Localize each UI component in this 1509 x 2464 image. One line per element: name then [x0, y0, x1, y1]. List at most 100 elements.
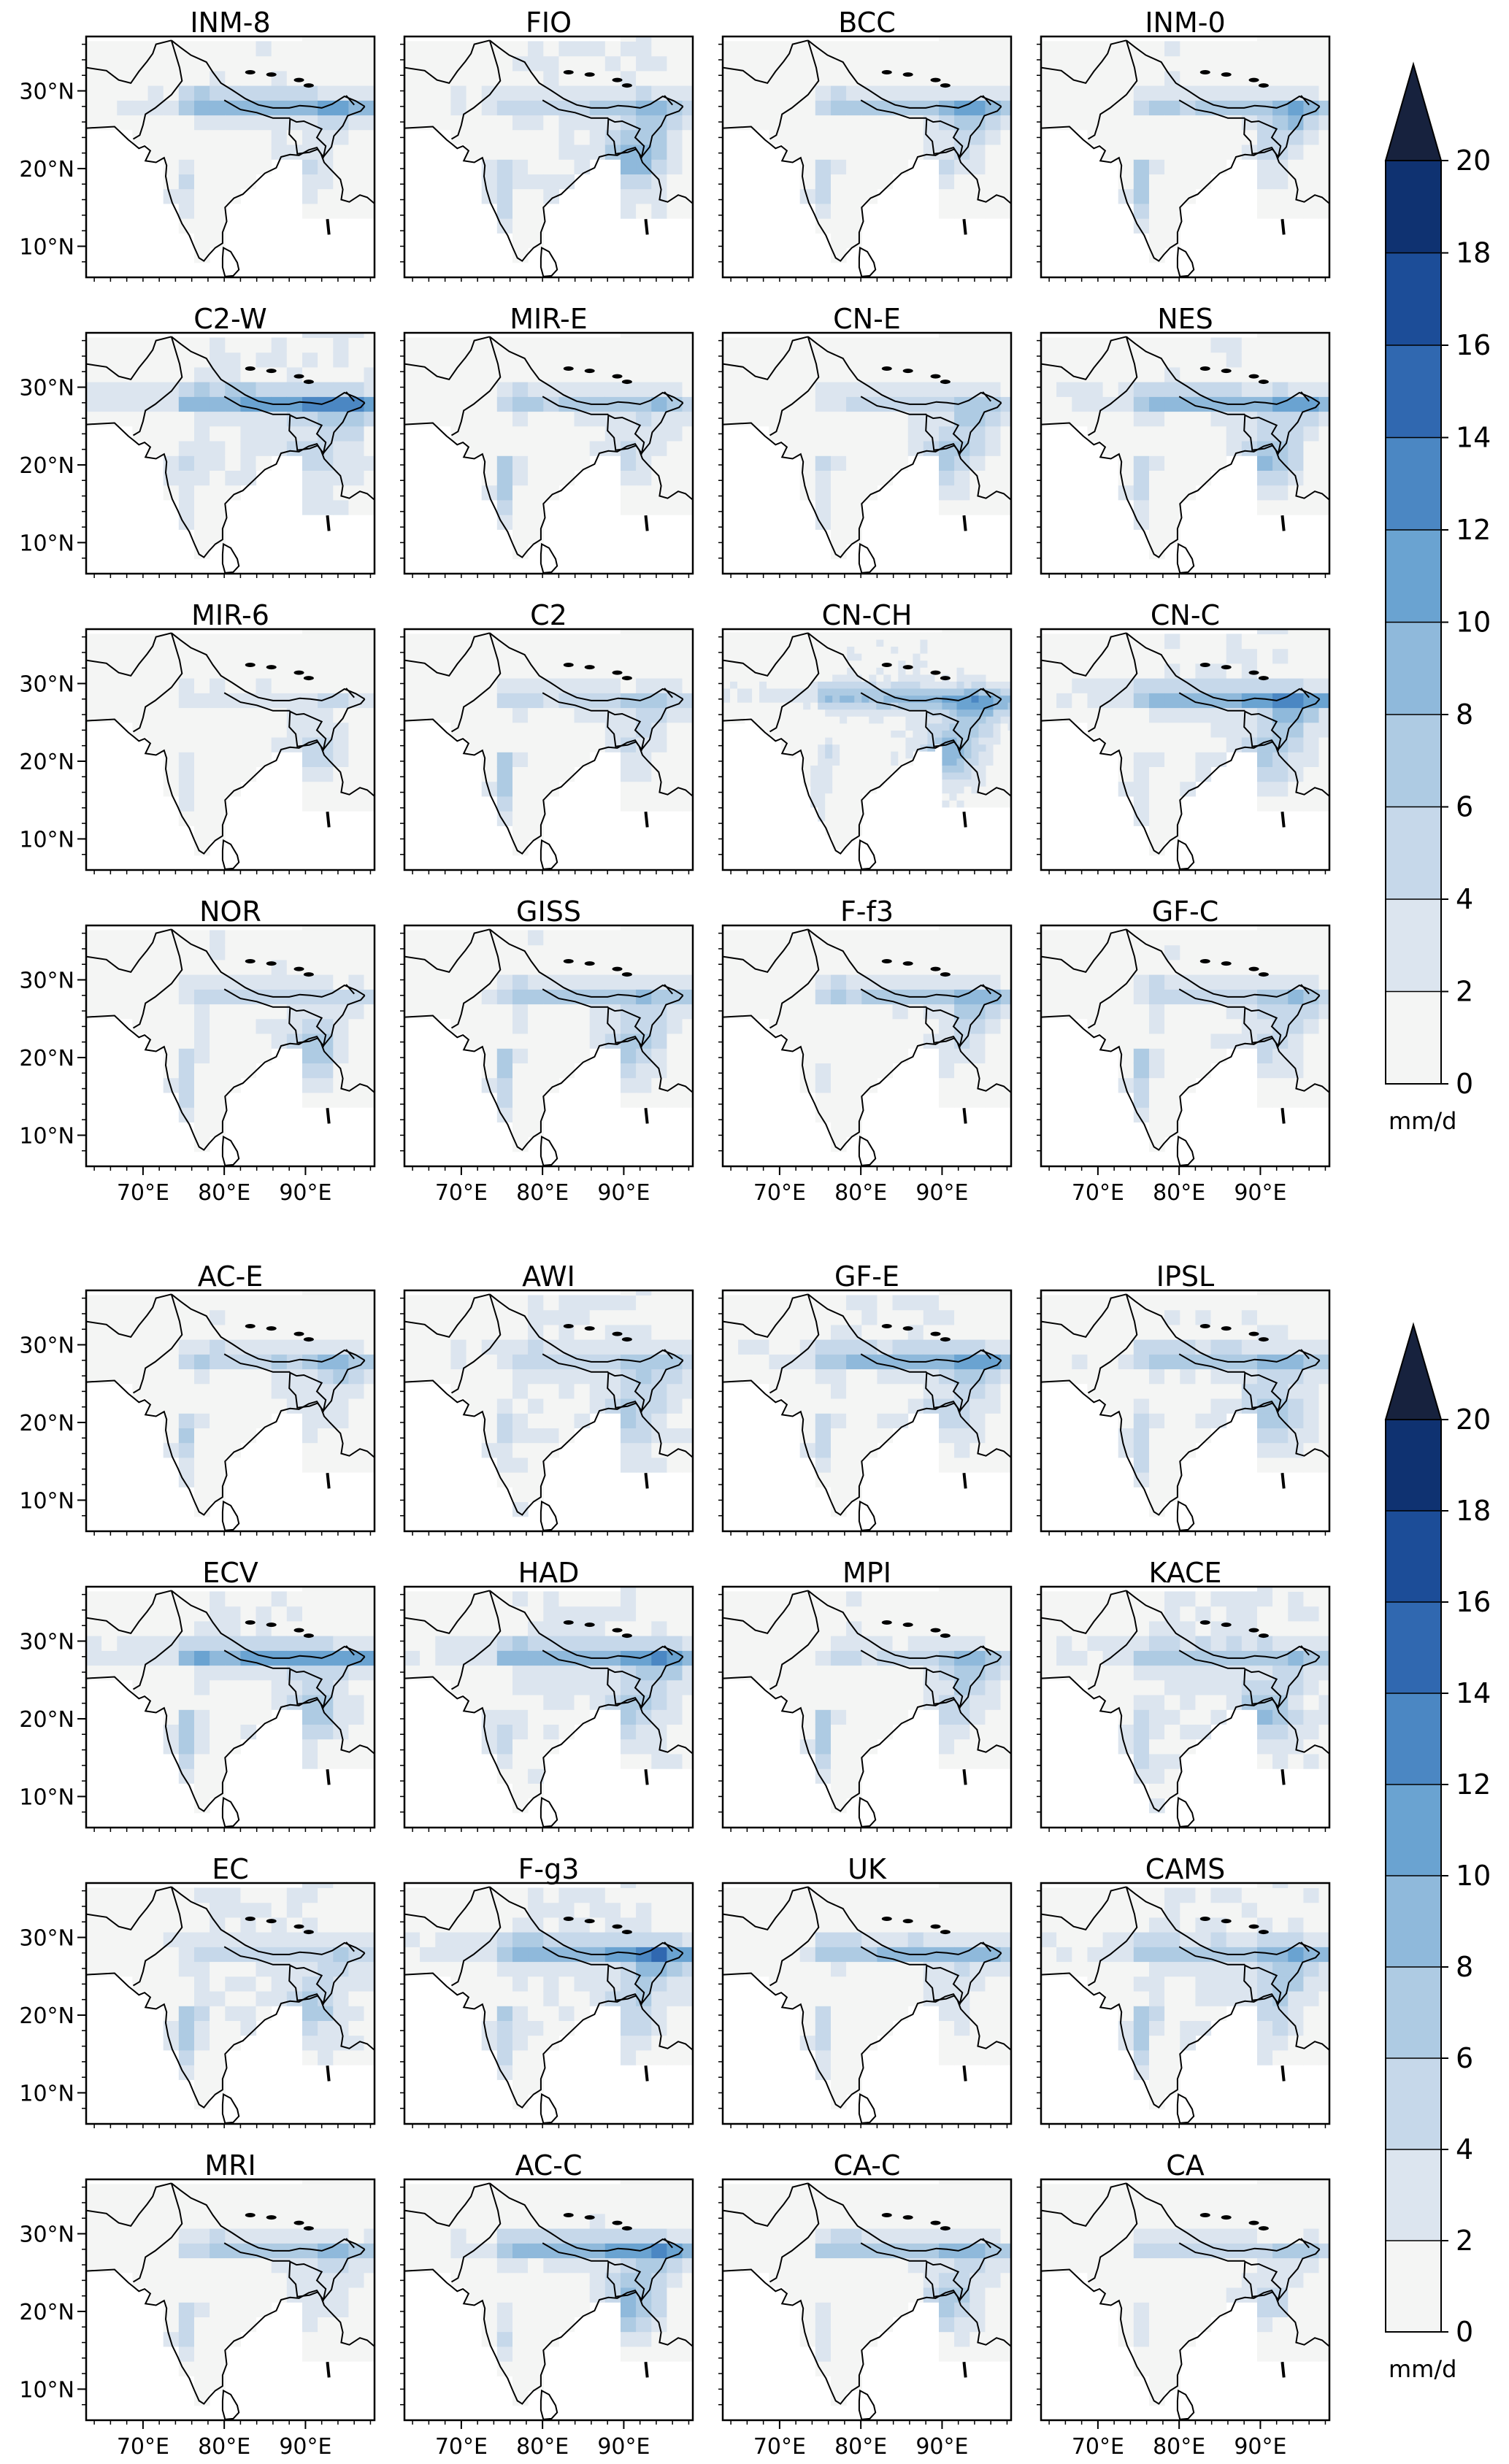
grid-cell	[1303, 930, 1320, 946]
grid-cell	[891, 688, 899, 696]
grid-cell	[788, 744, 796, 752]
grid-cell	[1164, 722, 1180, 738]
grid-cell	[225, 1383, 241, 1399]
grid-cell	[194, 1092, 210, 1108]
grid-cell	[240, 366, 257, 382]
grid-cell	[194, 766, 210, 782]
grid-cell	[364, 352, 375, 368]
grid-cell	[923, 944, 940, 960]
grid-cell	[861, 639, 869, 647]
grid-cell	[210, 1077, 226, 1093]
grid-cell	[934, 674, 942, 682]
grid-cell	[636, 203, 652, 219]
grid-cell	[831, 366, 847, 382]
grid-cell	[240, 1428, 257, 1444]
grid-cell	[1149, 337, 1165, 353]
grid-cell	[846, 1048, 862, 1063]
grid-cell	[1210, 382, 1227, 397]
grid-cell	[450, 1018, 467, 1034]
grid-cell	[178, 1413, 195, 1428]
border-line	[223, 1353, 291, 1373]
sri-lanka-outline	[540, 1135, 558, 1166]
grid-cell	[796, 737, 804, 745]
grid-cell	[481, 648, 498, 664]
grid-cell	[1318, 737, 1329, 752]
grid-cell	[496, 1018, 513, 1034]
grid-cell	[971, 674, 980, 682]
grid-cell	[788, 667, 796, 675]
grid-cell	[558, 115, 575, 131]
grid-cell	[1318, 41, 1329, 57]
grid-cell	[1180, 989, 1196, 1005]
grid-cell	[796, 632, 804, 640]
grid-cell	[1241, 737, 1258, 752]
grid-cell	[147, 1309, 164, 1325]
grid-cell	[986, 793, 994, 801]
grid-cell	[1133, 485, 1150, 501]
grid-cell	[512, 159, 529, 174]
grid-cell	[846, 989, 862, 1005]
grid-cell	[832, 667, 840, 675]
lake-mark	[1221, 72, 1232, 77]
grid-cell	[971, 730, 980, 738]
grid-cell	[861, 737, 869, 745]
grid-cell	[256, 1018, 272, 1034]
grid-cell	[256, 648, 272, 664]
grid-cell	[784, 85, 801, 101]
grid-cell	[831, 145, 847, 160]
grid-cell	[1226, 145, 1243, 160]
grid-cell	[949, 688, 957, 696]
grid-cell	[621, 1092, 637, 1108]
grid-cell	[847, 674, 855, 682]
grid-cell	[788, 681, 796, 689]
grid-cell	[1180, 411, 1196, 427]
grid-cell	[348, 629, 365, 634]
grid-cell	[1288, 337, 1304, 353]
grid-cell	[1257, 1004, 1273, 1020]
grid-cell	[147, 1368, 164, 1385]
grid-cell	[939, 426, 955, 442]
grid-cell	[1226, 974, 1243, 990]
grid-cell	[240, 1033, 257, 1049]
grid-cell	[1072, 382, 1088, 397]
grid-cell	[1118, 188, 1134, 204]
x-tick-label: 80°E	[516, 1180, 569, 1206]
grid-cell	[1226, 115, 1243, 131]
grid-cell	[898, 674, 906, 682]
grid-cell	[333, 426, 349, 442]
grid-cell	[404, 70, 421, 86]
grid-cell	[318, 100, 334, 116]
border-line	[489, 39, 684, 109]
precip-cells	[86, 1290, 375, 1517]
grid-cell	[1257, 337, 1273, 353]
grid-cell	[898, 639, 906, 647]
grid-cell	[1118, 693, 1134, 709]
grid-cell	[318, 1092, 334, 1108]
grid-cell	[971, 646, 980, 654]
grid-cell	[818, 653, 826, 661]
grid-cell	[993, 800, 1002, 808]
grid-cell	[636, 396, 652, 412]
lake-mark	[1258, 676, 1269, 681]
border-line	[223, 988, 291, 1008]
grid-cell	[604, 944, 621, 960]
grid-cell	[949, 632, 957, 640]
grid-cell	[939, 100, 955, 116]
grid-cell	[512, 85, 529, 101]
grid-cell	[333, 455, 349, 471]
coastline	[1041, 1015, 1329, 1151]
grid-cell	[1318, 974, 1329, 990]
grid-cell	[877, 455, 894, 471]
grid-cell	[589, 337, 606, 353]
grid-cell	[1149, 485, 1165, 501]
grid-cell	[1007, 800, 1011, 808]
grid-cell	[831, 55, 847, 72]
grid-cell	[621, 174, 637, 190]
grid-cell	[803, 765, 811, 773]
grid-cell	[1257, 930, 1273, 946]
grid-cell	[1180, 1033, 1196, 1049]
grid-cell	[1318, 959, 1329, 975]
grid-cell	[723, 959, 739, 975]
grid-cell	[985, 129, 1002, 145]
grid-cell	[225, 55, 241, 72]
